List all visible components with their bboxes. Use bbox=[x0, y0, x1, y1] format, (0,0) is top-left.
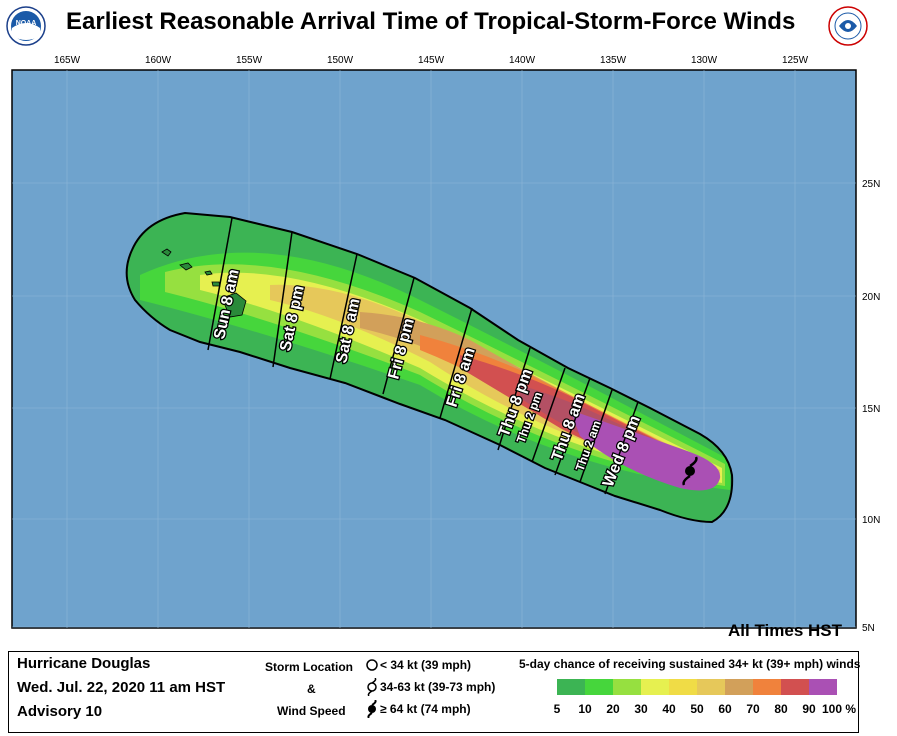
advisory-date: Wed. Jul. 22, 2020 11 am HST bbox=[17, 679, 226, 696]
scale-swatch bbox=[725, 679, 753, 695]
times-note: All Times HST bbox=[728, 621, 843, 640]
storm-name: Hurricane Douglas bbox=[17, 655, 151, 672]
probability-scale-title: 5-day chance of receiving sustained 34+ … bbox=[519, 657, 861, 671]
scale-swatch bbox=[613, 679, 641, 695]
lon-label: 130W bbox=[691, 55, 718, 66]
lat-label: 15N bbox=[862, 404, 880, 415]
storm-location-label: Storm Location bbox=[265, 660, 354, 674]
lat-label: 10N bbox=[862, 515, 880, 526]
icon-label-weak: < 34 kt (39 mph) bbox=[380, 658, 472, 672]
lon-label: 140W bbox=[509, 55, 536, 66]
scale-swatch bbox=[557, 679, 585, 695]
noaa-logo-icon: NOAA bbox=[6, 6, 46, 46]
scale-swatch bbox=[641, 679, 669, 695]
scale-label: 5 bbox=[553, 702, 561, 716]
lon-label: 160W bbox=[145, 55, 172, 66]
scale-label: 60 bbox=[718, 702, 732, 716]
scale-swatch bbox=[585, 679, 613, 695]
scale-swatch bbox=[809, 679, 837, 695]
icon-label-ts: 34-63 kt (39-73 mph) bbox=[380, 680, 496, 694]
scale-label: 90 bbox=[802, 702, 816, 716]
tropical-storm-icon bbox=[367, 678, 377, 696]
lat-label: 5N bbox=[862, 623, 875, 634]
scale-label: 10 bbox=[578, 702, 592, 716]
longitude-labels: 165W 160W 155W 150W 145W 140W 135W 130W … bbox=[54, 55, 809, 66]
scale-label: 80 bbox=[774, 702, 788, 716]
lon-label: 165W bbox=[54, 55, 81, 66]
lon-label: 125W bbox=[782, 55, 809, 66]
header: NOAA Earliest Reasonable Arrival Time of… bbox=[0, 0, 897, 50]
swath-outline bbox=[125, 211, 734, 524]
hurricane-symbol-icon bbox=[682, 456, 698, 486]
svg-text:NOAA: NOAA bbox=[16, 20, 37, 27]
lon-label: 150W bbox=[327, 55, 354, 66]
scale-swatch bbox=[753, 679, 781, 695]
map-area: 165W 160W 155W 150W 145W 140W 135W 130W … bbox=[11, 55, 880, 640]
hawaiian-islands bbox=[161, 248, 247, 318]
scale-label: 30 bbox=[634, 702, 648, 716]
wind-speed-label: Wind Speed bbox=[277, 704, 346, 718]
legend-panel: Hurricane Douglas Wed. Jul. 22, 2020 11 … bbox=[8, 651, 861, 733]
scale-label: 70 bbox=[746, 702, 760, 716]
latitude-labels: 25N 20N 15N 10N 5N bbox=[862, 179, 880, 634]
lat-label: 20N bbox=[862, 292, 880, 303]
hurricane-icon bbox=[367, 700, 377, 718]
lon-label: 145W bbox=[418, 55, 445, 66]
open-circle-icon bbox=[366, 659, 378, 671]
lon-label: 155W bbox=[236, 55, 263, 66]
nws-logo-icon bbox=[828, 6, 868, 46]
advisory-number: Advisory 10 bbox=[17, 703, 103, 720]
amp-label: & bbox=[307, 682, 316, 696]
scale-label: 100 % bbox=[821, 702, 857, 716]
lat-label: 25N bbox=[862, 179, 880, 190]
scale-label: 20 bbox=[606, 702, 620, 716]
lon-label: 135W bbox=[600, 55, 627, 66]
page-title: Earliest Reasonable Arrival Time of Trop… bbox=[66, 8, 796, 35]
icon-label-hurricane: ≥ 64 kt (74 mph) bbox=[380, 702, 471, 716]
scale-label: 40 bbox=[662, 702, 676, 716]
scale-swatch bbox=[781, 679, 809, 695]
scale-swatch bbox=[697, 679, 725, 695]
scale-label: 50 bbox=[690, 702, 704, 716]
isochrones bbox=[207, 217, 639, 495]
scale-swatch bbox=[669, 679, 697, 695]
